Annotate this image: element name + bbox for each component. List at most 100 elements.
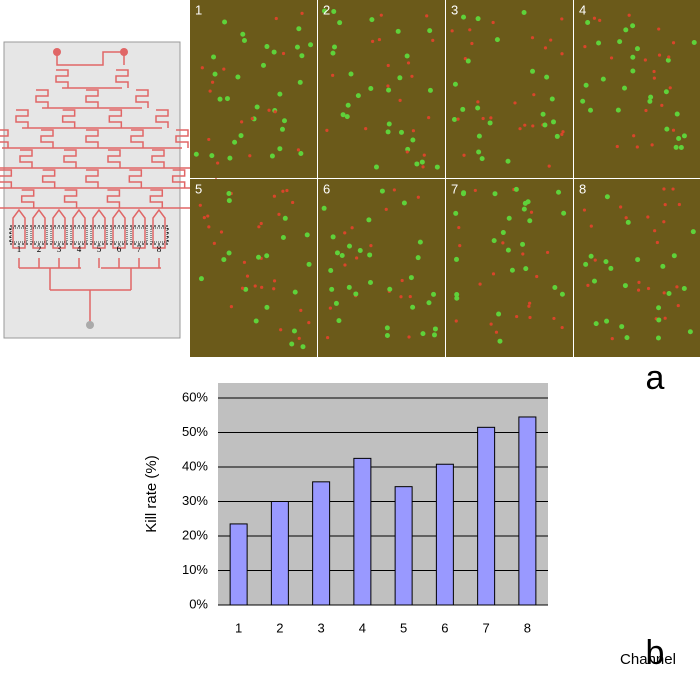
cell bbox=[660, 263, 666, 269]
micrograph bbox=[574, 0, 700, 178]
channel bbox=[12, 208, 26, 249]
cell bbox=[211, 54, 217, 60]
cell bbox=[521, 206, 527, 212]
cell bbox=[513, 101, 517, 105]
cell bbox=[535, 274, 539, 279]
cell bbox=[673, 144, 679, 150]
cell bbox=[334, 250, 340, 256]
cell bbox=[432, 326, 438, 332]
micrograph bbox=[190, 0, 317, 178]
cell bbox=[366, 217, 372, 223]
channel-label: 4 bbox=[77, 244, 82, 254]
micrograph-label: 7 bbox=[451, 181, 458, 196]
cell bbox=[491, 20, 495, 25]
cell bbox=[655, 240, 659, 245]
cell bbox=[559, 291, 565, 297]
channel bbox=[55, 69, 69, 88]
cell bbox=[350, 226, 354, 230]
cell bbox=[332, 44, 338, 50]
cell bbox=[346, 284, 352, 290]
cell bbox=[530, 68, 536, 74]
cell bbox=[527, 304, 531, 308]
cell bbox=[304, 232, 310, 238]
channel bbox=[171, 169, 186, 188]
cell bbox=[259, 221, 263, 226]
cell bbox=[583, 45, 587, 49]
cell bbox=[608, 265, 614, 271]
cell bbox=[410, 137, 416, 143]
cell bbox=[690, 229, 696, 235]
cell bbox=[663, 89, 669, 95]
micrograph bbox=[190, 179, 317, 357]
cell bbox=[307, 321, 311, 325]
cell bbox=[408, 275, 414, 281]
cell bbox=[405, 150, 409, 154]
cell bbox=[289, 341, 295, 347]
cell bbox=[489, 116, 493, 120]
cell bbox=[491, 238, 497, 244]
channel bbox=[152, 208, 166, 249]
cell bbox=[410, 74, 414, 78]
cell bbox=[648, 94, 654, 100]
cell bbox=[274, 16, 278, 21]
cell bbox=[513, 186, 519, 192]
cell bbox=[222, 19, 228, 25]
cell bbox=[478, 282, 482, 286]
cell bbox=[297, 79, 303, 85]
x-tick-label: 3 bbox=[318, 620, 325, 635]
channel bbox=[155, 109, 169, 128]
channel bbox=[107, 149, 121, 168]
cell bbox=[476, 100, 480, 104]
cell bbox=[592, 16, 597, 20]
cell bbox=[583, 82, 589, 88]
cell bbox=[665, 57, 671, 63]
cell bbox=[369, 244, 373, 248]
cell bbox=[656, 317, 662, 323]
cell bbox=[209, 153, 215, 159]
cell bbox=[656, 305, 662, 311]
cell bbox=[285, 188, 289, 193]
cell bbox=[554, 133, 560, 139]
cell bbox=[294, 44, 300, 50]
channel-label: 1 bbox=[17, 244, 22, 254]
cell bbox=[277, 91, 283, 97]
cell bbox=[662, 220, 666, 224]
y-tick-label: 60% bbox=[182, 389, 208, 404]
micrograph-label: 3 bbox=[451, 2, 458, 17]
cell bbox=[677, 202, 681, 207]
cell bbox=[530, 36, 535, 40]
cell bbox=[674, 111, 680, 117]
cell bbox=[367, 280, 373, 286]
cell bbox=[345, 102, 351, 108]
panel-label: a bbox=[646, 359, 665, 397]
cell bbox=[346, 243, 352, 249]
cell bbox=[281, 189, 285, 193]
channel bbox=[108, 109, 123, 128]
cell bbox=[637, 280, 641, 285]
cell bbox=[615, 107, 621, 113]
cell bbox=[500, 230, 506, 236]
port bbox=[86, 321, 94, 329]
x-axis-label: Channel bbox=[620, 651, 676, 668]
cell bbox=[604, 318, 610, 324]
cell bbox=[245, 274, 250, 278]
cell bbox=[282, 215, 288, 221]
cell bbox=[630, 68, 636, 74]
channel bbox=[20, 189, 35, 208]
cell bbox=[627, 13, 631, 17]
channel-box bbox=[150, 227, 168, 243]
cell bbox=[660, 103, 664, 107]
cell bbox=[600, 76, 606, 82]
cell bbox=[422, 153, 426, 157]
cell bbox=[292, 289, 298, 295]
y-tick-label: 10% bbox=[182, 562, 208, 577]
channel bbox=[175, 129, 189, 148]
cell bbox=[384, 333, 390, 339]
cell bbox=[306, 261, 312, 267]
cell bbox=[339, 253, 345, 259]
channel-label: 2 bbox=[37, 244, 42, 254]
cell bbox=[357, 248, 363, 254]
cell bbox=[644, 108, 648, 113]
bar bbox=[435, 463, 454, 606]
cell bbox=[598, 18, 602, 22]
